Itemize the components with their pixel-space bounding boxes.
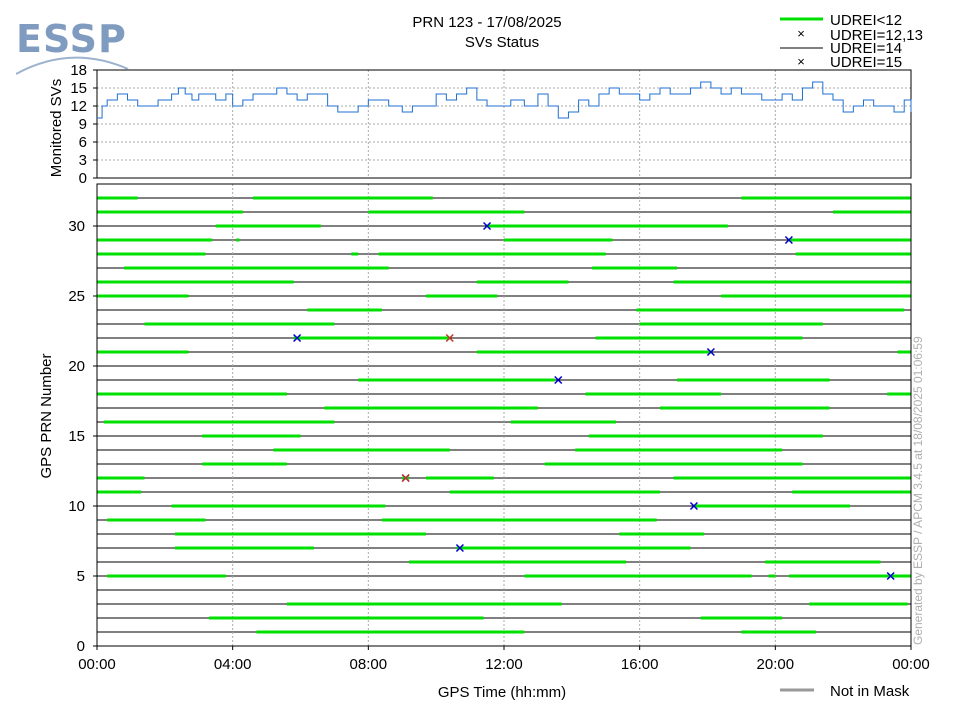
udrei-12-13-marker [554, 375, 563, 385]
udrei-15-marker [401, 473, 410, 483]
bottom-y-tick-label: 10 [68, 498, 85, 515]
udrei-15-marker [445, 333, 454, 343]
chart-subtitle: SVs Status [465, 34, 539, 51]
udrei-12-13-marker [784, 235, 793, 245]
bottom-y-axis-label: GPS PRN Number [38, 353, 55, 478]
top-y-tick-label: 0 [79, 170, 87, 187]
bottom-plot-frame [96, 183, 912, 647]
legend-udrei-12-13-label: UDREI=12,13 [830, 27, 923, 44]
x-tick-label: 00:00 [892, 656, 930, 673]
chart-title: PRN 123 - 17/08/2025 [412, 14, 561, 31]
legend-udrei-14-label: UDREI=14 [830, 40, 902, 57]
top-plot-frame [96, 69, 912, 179]
bottom-y-tick-label: 20 [68, 358, 85, 375]
generated-by-note: Generated by ESSP / APCM 3.4.5 at 18/08/… [911, 336, 925, 645]
x-tick-label: 04:00 [214, 656, 252, 673]
x-axis-label: GPS Time (hh:mm) [438, 684, 566, 701]
legend-udrei-lt12-label: UDREI<12 [830, 12, 902, 29]
top-y-tick-label: 15 [70, 80, 87, 97]
top-y-tick-label: 12 [70, 98, 87, 115]
top-y-tick-label: 3 [79, 152, 87, 169]
bottom-y-tick-label: 30 [68, 218, 85, 235]
prn-status-panel: 0 5 10 15 20 25 30 00:00 04:00 08:00 12:00 16:00 20:… [68, 183, 930, 673]
legend-udrei-15-swatch: × [797, 54, 805, 69]
udrei-12-13-marker [886, 571, 895, 581]
udrei-12-13-marker [293, 333, 302, 343]
bottom-y-tick-label: 5 [77, 568, 85, 585]
udrei-12-13-marker [483, 221, 492, 231]
x-tick-label: 20:00 [757, 656, 795, 673]
x-tick-label: 08:00 [350, 656, 388, 673]
top-y-axis-label: Monitored SVs [48, 79, 65, 177]
legend-udrei-12-13-swatch: × [797, 26, 805, 41]
top-y-tick-label: 9 [79, 116, 87, 133]
not-in-mask-label: Not in Mask [830, 683, 910, 700]
essp-logo: ESSP [16, 17, 129, 75]
udrei-12-13-marker [689, 501, 698, 511]
bottom-y-tick-label: 25 [68, 288, 85, 305]
top-y-tick-label: 6 [79, 134, 87, 151]
logo-swoosh [16, 56, 129, 75]
essp-logo-text: ESSP [16, 17, 127, 61]
bottom-y-tick-label: 0 [77, 638, 85, 655]
udrei-12-13-marker [706, 347, 715, 357]
legend-udrei-15-label: UDREI=15 [830, 54, 902, 71]
legend: UDREI<12 × UDREI=12,13 UDREI=14 × UDREI=… [780, 12, 923, 71]
bottom-y-tick-label: 15 [68, 428, 85, 445]
top-y-tick-label: 18 [70, 62, 87, 79]
x-tick-label: 00:00 [78, 656, 116, 673]
monitored-svs-line [97, 81, 912, 119]
x-tick-label: 16:00 [621, 656, 659, 673]
udrei-12-13-marker [455, 543, 464, 553]
x-tick-label: 12:00 [485, 656, 523, 673]
